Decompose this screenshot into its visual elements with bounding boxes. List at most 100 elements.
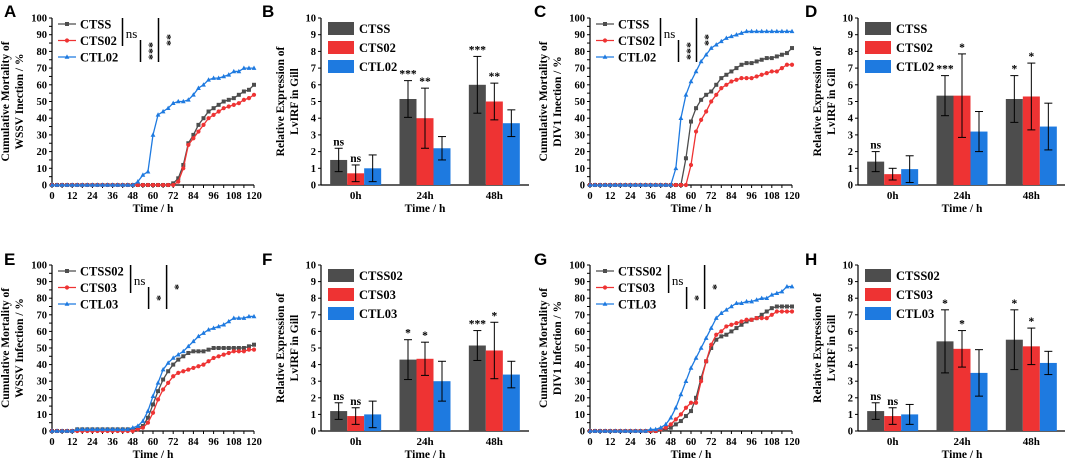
data-point-cts02 — [196, 129, 201, 134]
data-point-cts02 — [688, 162, 694, 168]
data-point-cts03 — [216, 354, 221, 359]
bar-ctl02-24h — [970, 131, 988, 185]
panel-letter: G — [534, 250, 547, 269]
legend-marker — [64, 285, 70, 290]
data-point-ctl03 — [79, 426, 85, 432]
bar-ctss-24h — [936, 95, 954, 185]
data-point-ctl03 — [54, 428, 60, 433]
x-tick-label: 36 — [107, 191, 118, 202]
data-point-ctss02 — [166, 369, 171, 374]
y-tick-label: 9 — [848, 277, 853, 288]
y-tick-label: 20 — [575, 393, 586, 404]
legend-label: CTL03 — [80, 298, 118, 312]
data-point-ctss — [734, 66, 739, 71]
data-point-ctl03 — [764, 295, 770, 300]
data-point-cts02 — [744, 76, 749, 81]
data-point-cts02 — [246, 96, 252, 101]
data-point-ctss02 — [252, 342, 256, 347]
data-point-ctss02 — [764, 309, 769, 314]
x-tick-label: 48h — [1023, 190, 1040, 202]
data-point-ctl03 — [84, 426, 90, 432]
data-point-ctl03 — [175, 352, 181, 357]
y-axis-label: Cumulative Mortality of — [538, 41, 550, 161]
x-tick-label: 24 — [87, 437, 98, 448]
data-point-ctl02 — [135, 179, 141, 184]
data-point-ctl03 — [663, 421, 669, 427]
data-point-cts02 — [140, 182, 145, 188]
data-point-ctl03 — [759, 295, 765, 300]
data-point-cts03 — [135, 427, 140, 432]
data-point-ctl03 — [628, 428, 633, 433]
data-point-ctl02 — [779, 28, 785, 34]
data-point-ctss — [689, 119, 693, 124]
y-tick-label: 3 — [848, 377, 853, 388]
data-point-ctl03 — [180, 348, 186, 354]
bar-ctl02-24h — [433, 148, 451, 185]
data-point-cts02 — [719, 86, 724, 91]
legend-label: CTL02 — [80, 51, 118, 65]
x-tick-label: 96 — [208, 191, 219, 202]
bar-cts02-48h — [485, 101, 503, 185]
y-tick-label: 0 — [580, 427, 585, 438]
legend-label: CTS02 — [896, 41, 933, 55]
data-point-cts03 — [699, 379, 704, 384]
data-point-ctss02 — [196, 349, 201, 354]
data-point-ctss02 — [171, 362, 176, 367]
panel-d: D 0 1 2 3 4 5 6 7 8 9 10 Relative Expression of LvIRF… — [805, 2, 1065, 215]
data-point-ctl02 — [130, 182, 136, 187]
data-point-ctss — [774, 54, 779, 59]
bar-ctl03-24h — [433, 381, 451, 431]
data-point-ctl03 — [592, 428, 598, 433]
significance-label: * — [689, 295, 703, 301]
x-tick-label: 36 — [645, 437, 656, 448]
data-point-cts02 — [759, 72, 764, 77]
x-axis-label: Time / h — [671, 449, 712, 461]
significance-label: * — [169, 284, 183, 290]
significance-label: ** — [419, 76, 431, 88]
y-tick-label: 50 — [575, 97, 586, 108]
data-point-ctl03 — [49, 428, 55, 433]
data-point-ctl03 — [100, 426, 105, 432]
y-axis-label: DIV1 Inection / % — [552, 56, 564, 146]
x-tick-label: 24 — [625, 437, 636, 448]
data-point-cts02 — [176, 179, 181, 184]
data-point-ctl03 — [789, 283, 795, 289]
y-tick-label: 0 — [311, 181, 316, 192]
significance-label: ns — [870, 391, 881, 403]
legend-swatch — [328, 41, 354, 54]
data-point-ctl03 — [130, 425, 136, 430]
x-tick-label: 24h — [416, 190, 433, 202]
y-tick-label: 6 — [311, 327, 316, 338]
y-tick-label: 10 — [843, 261, 854, 272]
data-point-ctl03 — [739, 300, 744, 305]
data-point-ctss — [201, 116, 206, 121]
x-tick-label: 96 — [746, 191, 757, 202]
data-point-ctl03 — [236, 315, 242, 320]
data-point-cts03 — [211, 355, 216, 361]
data-point-ctl02 — [241, 65, 247, 70]
data-point-cts03 — [774, 309, 779, 314]
y-tick-label: 7 — [311, 310, 316, 321]
data-point-cts02 — [704, 109, 709, 114]
x-tick-label: 12 — [67, 437, 78, 448]
legend-marker — [603, 269, 607, 273]
y-tick-label: 90 — [575, 30, 586, 41]
significance-label: * — [707, 284, 721, 290]
data-point-ctss02 — [709, 346, 714, 350]
legend-swatch — [865, 22, 891, 35]
data-point-ctl03 — [69, 428, 75, 433]
y-axis-label: Cumulative Mortality of — [0, 288, 12, 408]
data-point-ctl03 — [125, 426, 131, 432]
x-tick-label: 72 — [706, 191, 717, 202]
data-point-ctss — [221, 99, 226, 104]
data-point-ctl02 — [713, 42, 719, 47]
data-point-ctss — [784, 51, 789, 56]
data-point-ctss — [709, 89, 714, 94]
y-tick-label: 9 — [848, 30, 853, 41]
bar-ctss02-48h — [1005, 339, 1023, 431]
data-point-cts02 — [211, 112, 216, 117]
data-point-ctl03 — [713, 315, 719, 320]
data-point-ctl02 — [251, 65, 257, 70]
y-tick-label: 3 — [848, 130, 853, 141]
data-point-cts02 — [789, 62, 795, 67]
